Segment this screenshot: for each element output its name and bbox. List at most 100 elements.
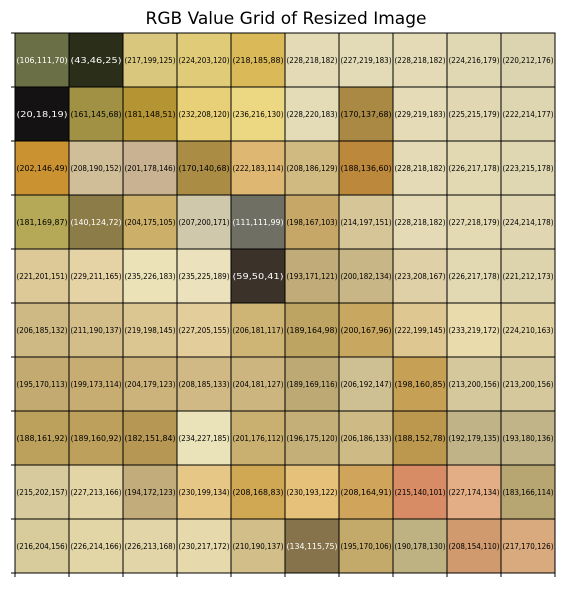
cell-rgb-label: (204,181,127) <box>233 380 284 389</box>
heatmap-cell <box>176 464 232 520</box>
cell-rgb-label: (206,185,132) <box>17 326 68 335</box>
cell-rgb-label: (210,190,137) <box>233 542 284 551</box>
cell-rgb-label: (181,169,87) <box>17 218 68 227</box>
cell-rgb-label: (213,200,156) <box>503 380 554 389</box>
cell-rgb-label: (228,218,182) <box>395 164 446 173</box>
cell-rgb-label: (221,201,151) <box>17 272 68 281</box>
cell-rgb-label: (140,124,72) <box>71 218 122 227</box>
heatmap-cell <box>68 248 124 304</box>
cell-rgb-label: (229,211,165) <box>71 272 122 281</box>
heatmap-cell <box>500 32 556 88</box>
heatmap-cell <box>176 356 232 412</box>
cell-rgb-label: (182,151,84) <box>125 434 176 443</box>
cell-rgb-label: (227,205,155) <box>179 326 230 335</box>
cell-rgb-label: (206,181,117) <box>233 326 284 335</box>
cell-rgb-label: (208,164,91) <box>341 488 392 497</box>
heatmap-cell <box>284 518 340 574</box>
heatmap-cell <box>446 248 502 304</box>
heatmap-cell <box>284 248 340 304</box>
cell-rgb-label: (206,192,147) <box>341 380 392 389</box>
cell-rgb-label: (232,208,120) <box>179 110 230 119</box>
heatmap-cell <box>68 464 124 520</box>
heatmap-cell <box>392 518 448 574</box>
heatmap-cells: (106,111,70) (43,46,25) (217,199,125) (224,… <box>14 32 556 574</box>
cell-rgb-label: (230,199,134) <box>179 488 230 497</box>
heatmap-cell <box>68 410 124 466</box>
heatmap-cell <box>338 356 394 412</box>
heatmap-cell <box>14 356 70 412</box>
cell-rgb-label: (170,137,68) <box>341 110 392 119</box>
heatmap-cell <box>446 194 502 250</box>
cell-rgb-label: (228,218,182) <box>395 218 446 227</box>
cell-rgb-label: (227,219,183) <box>341 56 392 65</box>
plot-frame <box>14 32 556 574</box>
cell-rgb-label: (224,214,178) <box>503 218 554 227</box>
cell-rgb-label: (215,140,101) <box>395 488 446 497</box>
cell-rgb-label: (20,18,19) <box>17 110 68 119</box>
cell-rgb-label: (193,180,136) <box>503 434 554 443</box>
heatmap-cell <box>500 248 556 304</box>
heatmap-cell <box>500 518 556 574</box>
cell-rgb-label: (188,152,78) <box>395 434 446 443</box>
cell-rgb-label: (161,145,68) <box>71 110 122 119</box>
cell-rgb-label: (226,217,178) <box>449 164 500 173</box>
heatmap-cell <box>122 140 178 196</box>
heatmap-cell <box>230 248 286 304</box>
heatmap-cell <box>338 140 394 196</box>
cell-rgb-label: (219,198,145) <box>125 326 176 335</box>
heatmap-cell <box>14 32 70 88</box>
cell-rgb-label: (206,186,133) <box>341 434 392 443</box>
cell-rgb-label: (213,200,156) <box>449 380 500 389</box>
cell-rgb-label: (223,215,178) <box>503 164 554 173</box>
cell-rgb-label: (188,136,60) <box>341 164 392 173</box>
cell-rgb-label: (204,175,105) <box>125 218 176 227</box>
cell-rgb-label: (215,202,157) <box>17 488 68 497</box>
cell-rgb-label: (222,183,114) <box>233 164 284 173</box>
heatmap-cell <box>14 302 70 358</box>
cell-rgb-label: (226,217,178) <box>449 272 500 281</box>
cell-rgb-label: (233,219,172) <box>449 326 500 335</box>
heatmap-cell <box>68 140 124 196</box>
cell-rgb-label: (211,190,137) <box>71 326 122 335</box>
cell-rgb-label: (189,164,98) <box>287 326 338 335</box>
cell-rgb-label: (189,169,116) <box>287 380 338 389</box>
heatmap-cell <box>14 140 70 196</box>
cell-rgb-label: (227,218,179) <box>449 218 500 227</box>
cell-rgb-label: (196,175,120) <box>287 434 338 443</box>
heatmap-cell <box>176 86 232 142</box>
heatmap-cell <box>230 518 286 574</box>
cell-rgb-label: (214,197,151) <box>341 218 392 227</box>
heatmap-cell <box>230 140 286 196</box>
cell-rgb-label: (208,168,83) <box>233 488 284 497</box>
heatmap-cell <box>122 410 178 466</box>
cell-rgb-label: (230,217,172) <box>179 542 230 551</box>
cell-rgb-label: (217,199,125) <box>125 56 176 65</box>
cell-rgb-label: (200,167,96) <box>341 326 392 335</box>
cell-rgb-label: (204,179,123) <box>125 380 176 389</box>
cell-rgb-label: (225,215,179) <box>449 110 500 119</box>
cell-rgb-label: (106,111,70) <box>17 56 68 65</box>
heatmap-cell <box>392 356 448 412</box>
cell-rgb-label: (183,166,114) <box>503 488 554 497</box>
heatmap-cell <box>392 32 448 88</box>
heatmap-cell <box>446 410 502 466</box>
cell-rgb-label: (208,190,152) <box>71 164 122 173</box>
cell-rgb-label: (235,226,183) <box>125 272 176 281</box>
cell-rgb-label: (230,193,122) <box>287 488 338 497</box>
heatmap-cell <box>14 518 70 574</box>
heatmap-cell <box>500 194 556 250</box>
cell-rgb-label: (228,218,182) <box>395 56 446 65</box>
heatmap-cell <box>284 32 340 88</box>
heatmap-cell <box>500 356 556 412</box>
cell-rgb-label: (220,212,176) <box>503 56 554 65</box>
cell-rgb-label: (222,214,177) <box>503 110 554 119</box>
cell-rgb-label: (194,172,123) <box>125 488 176 497</box>
cell-rgb-label: (208,185,133) <box>179 380 230 389</box>
cell-rgb-label: (188,161,92) <box>17 434 68 443</box>
cell-rgb-label: (236,216,130) <box>233 110 284 119</box>
cell-rgb-label: (198,160,85) <box>395 380 446 389</box>
cell-rgb-label: (195,170,106) <box>341 542 392 551</box>
heatmap-cell <box>122 248 178 304</box>
cell-rgb-label: (201,178,146) <box>125 164 176 173</box>
